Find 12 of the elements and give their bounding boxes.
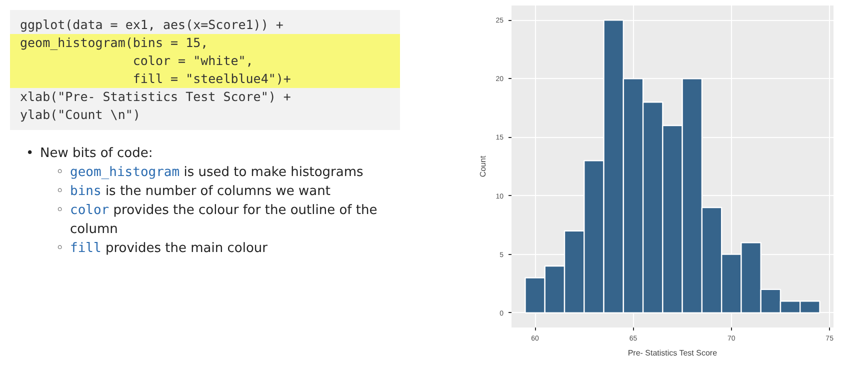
x-axis-title: Pre- Statistics Test Score bbox=[628, 348, 718, 358]
text: xlab("Pre- Statistics Test Score") + bbox=[19, 88, 292, 106]
text: ◦ bins is the number of columns we want bbox=[56, 183, 330, 201]
text: ◦ fill provides the main colour bbox=[56, 240, 268, 258]
text: ◦ geom_histogram is used to make histograms bbox=[56, 164, 364, 182]
y-axis-title: Count bbox=[478, 155, 488, 178]
text: color = "white", bbox=[10, 52, 400, 70]
text: ylab("Count \n") bbox=[19, 106, 142, 124]
text: ggplot(data = ex1, aes(x=Score1)) + bbox=[19, 16, 284, 34]
text: fill = "steelblue4")+ bbox=[10, 70, 400, 88]
text: • New bits of code: bbox=[26, 145, 153, 163]
text: geom_histogram(bins = 15, bbox=[10, 34, 400, 52]
